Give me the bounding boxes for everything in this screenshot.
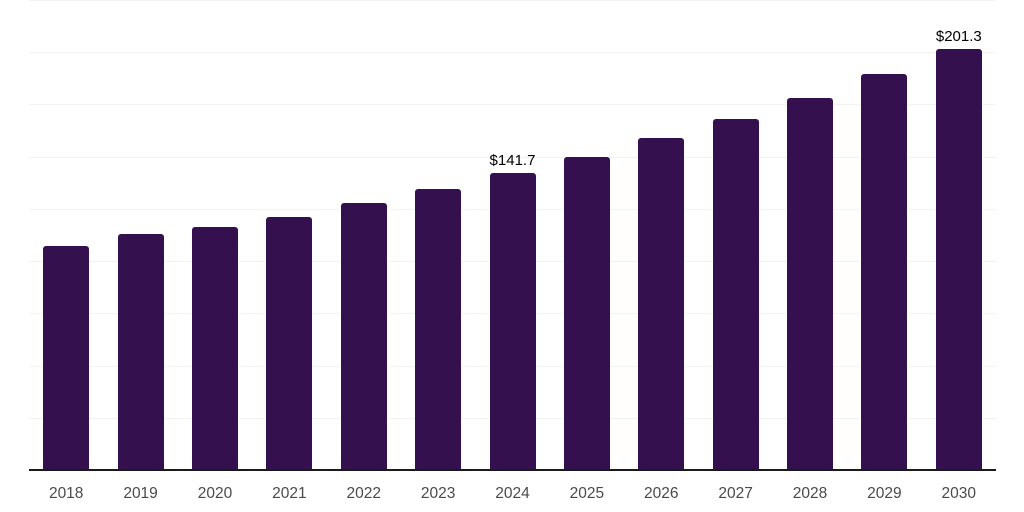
gridline-200 [29,52,996,54]
x-tick-2026: 2026 [644,485,679,502]
x-axis-line [29,469,996,471]
x-tick-2022: 2022 [346,485,381,502]
bar-2019 [117,234,164,469]
bar-2023 [415,189,462,469]
bar-2025 [563,156,610,469]
bar-2026 [638,138,685,469]
x-tick-2027: 2027 [718,485,753,502]
x-tick-2021: 2021 [272,485,307,502]
bar-2027 [712,119,759,469]
gridline-225 [29,0,996,1]
x-tick-2024: 2024 [495,485,530,502]
x-tick-2025: 2025 [569,485,605,502]
x-tick-2019: 2019 [123,485,158,502]
bar-2024 [489,173,536,469]
gridline-150 [29,156,996,158]
bar-2030 [935,48,982,469]
x-tick-2028: 2028 [792,485,828,502]
value-label-2024: $141.7 [489,152,536,169]
gridline-175 [29,104,996,106]
plot-area: $141.7 $201.3 [29,0,996,471]
x-tick-2020: 2020 [197,485,233,502]
value-label-2030: $201.3 [935,27,982,45]
x-tick-2030: 2030 [941,485,977,502]
x-tick-2023: 2023 [420,485,456,502]
bar-2021 [266,216,313,469]
bar-2028 [787,98,834,469]
bar-2020 [191,226,238,469]
x-tick-2018: 2018 [48,485,84,502]
x-tick-2029: 2029 [867,485,902,502]
bar-2018 [43,245,90,469]
bar-2022 [340,203,387,469]
bar-2029 [861,74,908,469]
